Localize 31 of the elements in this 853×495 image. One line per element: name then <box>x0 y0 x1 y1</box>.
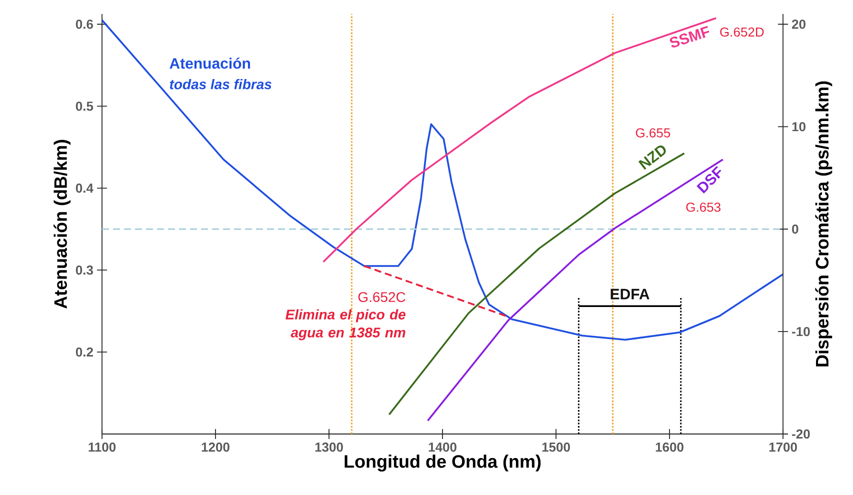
annotation: G.652D <box>720 27 764 37</box>
text: NZD <box>638 146 666 170</box>
y2-axis-title: Dispersión Cromática (ps/nm.km) <box>815 81 832 366</box>
y2-tick-label: -10 <box>792 326 810 336</box>
annotation: G.652C <box>358 292 406 302</box>
y2-tick-label: 0 <box>792 224 798 234</box>
y-tick-label: 0.4 <box>76 184 94 193</box>
annotation: todas las fibras <box>170 78 272 90</box>
annotation: G.655 <box>636 128 670 138</box>
x-tick-label: 1700 <box>769 442 797 452</box>
x-tick-label: 1400 <box>428 442 456 452</box>
y-tick-label: 0.5 <box>76 102 94 111</box>
y-tick-label: 0.3 <box>76 265 93 275</box>
y-tick-label: 0.2 <box>76 347 93 357</box>
text: SSMF <box>670 26 710 48</box>
x-tick-label: 1100 <box>88 442 116 452</box>
annotation: Elimina el pico de agua en 1385 nm <box>286 309 406 340</box>
series-label: EDFA <box>610 288 650 300</box>
annotation: G.653 <box>686 202 720 212</box>
y-tick-label: 0.6 <box>76 20 93 29</box>
x-tick-label: 1600 <box>656 442 684 452</box>
y2-tick-label: 10 <box>792 122 806 132</box>
y-axis-title: Atenuación (dB/km) <box>54 140 71 309</box>
x-axis-title: Longitud de Onda (nm) <box>344 454 541 472</box>
series-label: Atenuación <box>170 58 250 69</box>
x-tick-label: 1300 <box>315 442 343 452</box>
x-tick-label: 1500 <box>542 442 570 452</box>
y2-tick-label: 20 <box>792 20 806 29</box>
x-tick-label: 1200 <box>202 442 230 452</box>
line-series <box>102 19 784 341</box>
y2-tick-label: -20 <box>792 429 810 439</box>
